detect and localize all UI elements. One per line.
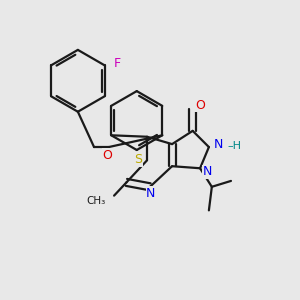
Text: N: N [146, 187, 156, 200]
Text: O: O [102, 149, 112, 162]
Text: –H: –H [228, 142, 242, 152]
Text: N: N [203, 165, 212, 178]
Text: N: N [214, 138, 223, 151]
Text: CH₃: CH₃ [86, 196, 105, 206]
Text: F: F [113, 57, 121, 70]
Text: S: S [134, 153, 142, 166]
Text: O: O [195, 99, 205, 112]
